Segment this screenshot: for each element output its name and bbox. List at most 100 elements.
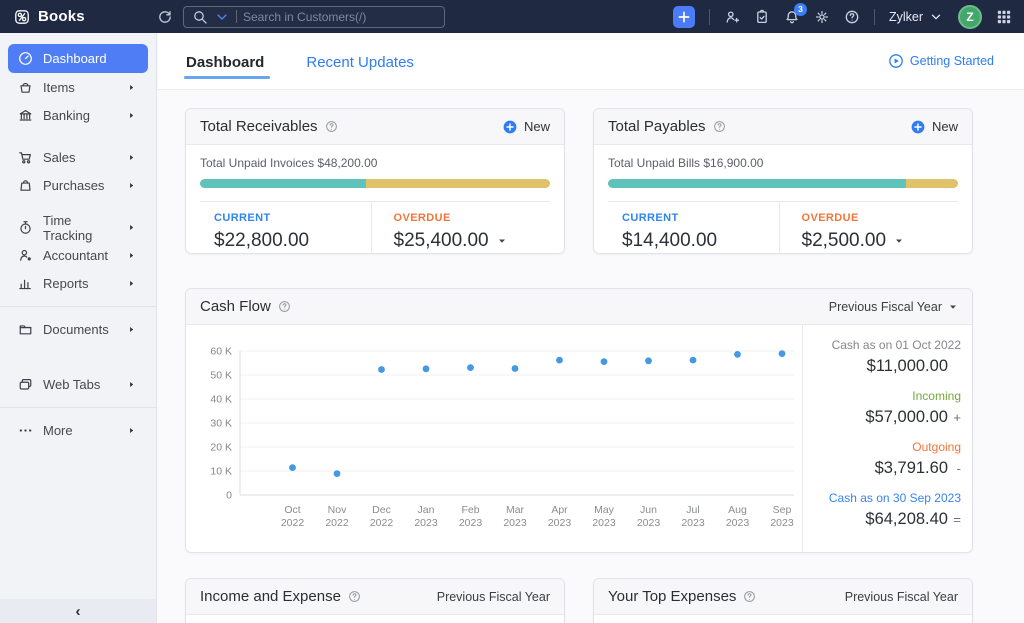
data-point[interactable]: [378, 366, 385, 373]
sidebar-collapse-button[interactable]: ‹: [0, 599, 156, 623]
sidebar-item-reports[interactable]: Reports: [8, 270, 148, 297]
apps-grid-icon[interactable]: [996, 9, 1012, 25]
expand-arrow-icon: [123, 325, 139, 334]
sidebar-item-documents[interactable]: Documents: [8, 316, 148, 343]
user-avatar[interactable]: Z: [958, 4, 982, 29]
receivables-new-button[interactable]: New: [502, 119, 550, 135]
collapse-chevron-icon: ‹: [75, 602, 81, 620]
sidebar-item-items[interactable]: Items: [8, 74, 148, 101]
sidebar-nav: Dashboard Items Banking Sales Purchases Time …: [0, 33, 156, 599]
overdue-label: OVERDUE: [801, 212, 859, 224]
data-point[interactable]: [556, 356, 563, 364]
sidebar-item-accountant[interactable]: Accountant: [8, 242, 148, 269]
webtabs-icon: [17, 377, 33, 392]
nav-gap: [0, 344, 156, 370]
payables-overdue-amount: $2,500.00: [801, 230, 887, 251]
plus-circle-icon: [502, 119, 518, 135]
help-icon[interactable]: [713, 120, 726, 133]
period-label: Previous Fiscal Year: [436, 589, 550, 604]
svg-text:10 K: 10 K: [210, 466, 232, 478]
chart-icon: [17, 276, 33, 291]
refer-users-icon[interactable]: [724, 9, 740, 25]
current-label: CURRENT: [622, 212, 679, 224]
payables-progress-bar: [608, 179, 958, 188]
cash-summary-value: $57,000.00: [865, 408, 948, 426]
notifications-bell-icon[interactable]: 3: [784, 2, 807, 25]
svg-text:May: May: [594, 504, 615, 516]
data-point[interactable]: [689, 356, 697, 364]
search-scope-chevron-icon[interactable]: [214, 9, 230, 25]
svg-text:Jan: Jan: [418, 504, 435, 516]
expand-arrow-icon: [123, 380, 139, 389]
settings-gear-icon[interactable]: [814, 9, 830, 25]
caret-down-icon[interactable]: [894, 236, 904, 246]
svg-text:Apr: Apr: [551, 504, 568, 516]
sidebar-item-label: Banking: [43, 108, 90, 123]
org-name: Zylker: [888, 9, 923, 24]
getting-started-link[interactable]: Getting Started: [888, 53, 994, 69]
help-icon[interactable]: [844, 9, 860, 25]
cash-flow-period-select[interactable]: Previous Fiscal Year: [829, 300, 958, 314]
sidebar-item-banking[interactable]: Banking: [8, 102, 148, 129]
data-point[interactable]: [333, 470, 341, 477]
svg-text:2022: 2022: [370, 517, 394, 529]
svg-text:Jul: Jul: [686, 504, 699, 516]
cash-summary-label: Outgoing: [912, 440, 961, 454]
data-point[interactable]: [600, 358, 608, 365]
sidebar-item-dashboard[interactable]: Dashboard: [8, 44, 148, 73]
new-button-label: New: [523, 119, 550, 134]
receivables-title: Total Receivables: [200, 118, 318, 135]
global-search[interactable]: [183, 5, 445, 28]
new-button-label: New: [931, 119, 958, 134]
payables-current-portion: [608, 179, 907, 188]
svg-text:2023: 2023: [726, 517, 750, 529]
org-switcher[interactable]: Zylker: [889, 9, 944, 25]
page-header: Dashboard Recent Updates Getting Started: [158, 33, 1024, 90]
recent-history-icon[interactable]: [157, 9, 173, 25]
data-point[interactable]: [511, 365, 519, 372]
caret-down-icon[interactable]: [497, 236, 507, 246]
sidebar-item-purchases[interactable]: Purchases: [8, 172, 148, 199]
sidebar-item-sales[interactable]: Sales: [8, 144, 148, 171]
svg-text:30 K: 30 K: [210, 418, 232, 430]
svg-text:2022: 2022: [325, 517, 349, 529]
tab-recent-updates[interactable]: Recent Updates: [306, 53, 414, 71]
tab-dashboard[interactable]: Dashboard: [183, 36, 271, 87]
sidebar-item-label: Purchases: [43, 178, 105, 193]
subscription-icon[interactable]: [754, 9, 770, 25]
top-expenses-title: Your Top Expenses: [608, 588, 737, 605]
sidebar-item-label: More: [43, 423, 73, 438]
search-input[interactable]: [243, 9, 436, 24]
help-icon[interactable]: [348, 590, 361, 603]
svg-text:Mar: Mar: [506, 504, 525, 516]
plus-circle-icon: [910, 119, 926, 135]
sidebar-item-label: Dashboard: [43, 51, 107, 66]
person-icon: [17, 248, 33, 263]
svg-text:Sep: Sep: [773, 504, 792, 516]
receivables-overdue-amount: $25,400.00: [393, 230, 489, 251]
sidebar-item-time-tracking[interactable]: Time Tracking: [8, 213, 148, 243]
sidebar-item-web-tabs[interactable]: Web Tabs: [8, 371, 148, 398]
data-point[interactable]: [467, 364, 474, 371]
expand-arrow-icon: [123, 181, 139, 190]
payables-title: Total Payables: [608, 118, 706, 135]
sidebar-item-label: Items: [43, 80, 75, 95]
top-expenses-period[interactable]: Previous Fiscal Year: [845, 590, 958, 604]
data-point[interactable]: [422, 365, 430, 373]
help-icon[interactable]: [743, 590, 756, 603]
income-expense-period[interactable]: Previous Fiscal Year: [437, 590, 550, 604]
basket-icon: [17, 80, 33, 95]
cash-summary-operator: =: [953, 512, 961, 527]
sidebar-item-more[interactable]: More: [8, 417, 148, 444]
help-icon[interactable]: [325, 120, 338, 133]
help-icon[interactable]: [278, 300, 291, 313]
total-receivables-card: Total Receivables New Total Unpaid Invoi…: [185, 108, 565, 254]
data-point[interactable]: [289, 464, 296, 471]
quick-create-button[interactable]: [672, 5, 695, 28]
payables-new-button[interactable]: New: [910, 119, 958, 135]
data-point[interactable]: [734, 351, 741, 358]
chevron-down-icon: [928, 9, 944, 25]
cash-summary-label: Cash as on 01 Oct 2022: [831, 338, 961, 352]
data-point[interactable]: [645, 357, 652, 365]
data-point[interactable]: [778, 350, 786, 357]
